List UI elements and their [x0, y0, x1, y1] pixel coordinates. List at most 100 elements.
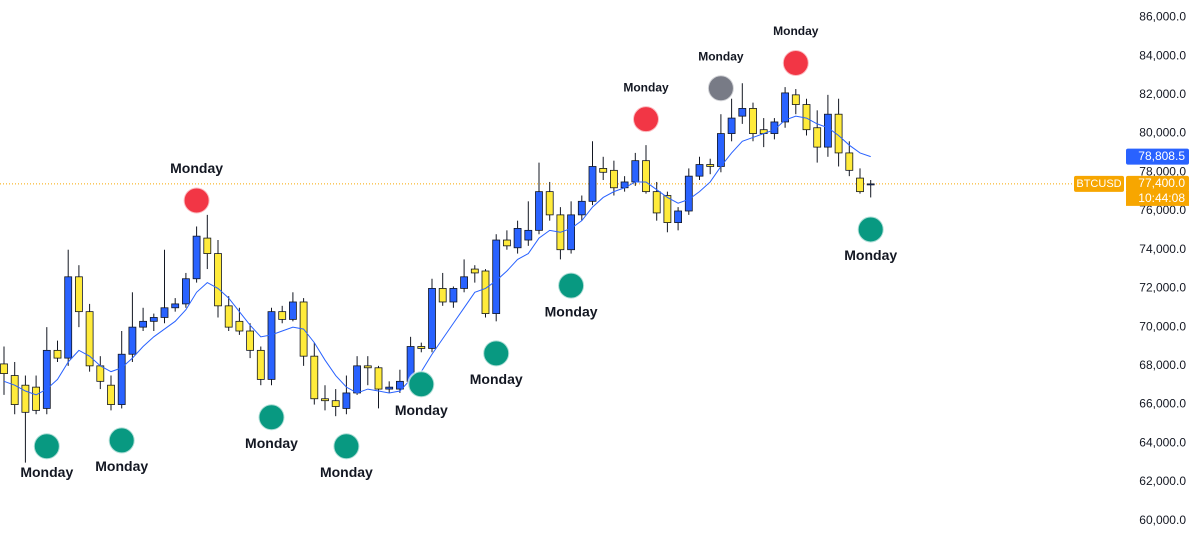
candle-body — [128, 326, 137, 355]
candle-body — [374, 367, 383, 390]
marker — [482, 339, 511, 368]
marker-label: Monday — [773, 24, 819, 38]
countdown-box — [1126, 190, 1189, 206]
candle-body — [246, 330, 255, 351]
marker — [632, 105, 660, 134]
y-tick-label: 86,000.0 — [1139, 10, 1186, 24]
candle-body — [770, 121, 779, 134]
candle-body — [449, 288, 458, 303]
candle-body — [577, 200, 586, 216]
marker-label: Monday — [395, 402, 448, 418]
candle-body — [631, 160, 640, 183]
candle-body — [599, 168, 608, 173]
candle-body — [117, 353, 126, 405]
candle-body — [791, 94, 800, 105]
marker-label: Monday — [170, 160, 223, 176]
candle-body — [203, 237, 212, 254]
marker-label: Monday — [844, 247, 897, 263]
candle-body — [214, 253, 222, 307]
marker — [706, 74, 735, 103]
candle-body — [610, 169, 618, 189]
marker — [182, 186, 211, 215]
candle-body — [64, 276, 73, 359]
candle-body — [470, 268, 479, 274]
candle-body — [781, 92, 789, 123]
y-tick-label: 68,000.0 — [1139, 358, 1186, 372]
marker — [32, 432, 61, 461]
candle-body — [738, 108, 747, 117]
marker — [407, 370, 436, 399]
candle-body — [224, 305, 233, 328]
candle-body — [107, 384, 115, 405]
marker-label: Monday — [470, 371, 523, 387]
candle-body — [181, 278, 190, 305]
countdown: 10:44:08 — [1138, 191, 1185, 205]
candle-body — [535, 191, 543, 231]
candle-body — [674, 210, 682, 224]
candle-body — [278, 311, 287, 320]
y-tick-label: 80,000.0 — [1139, 126, 1186, 140]
candle-body — [192, 235, 201, 280]
marker — [257, 403, 286, 432]
candle-body — [802, 104, 811, 131]
marker — [107, 426, 136, 455]
candle-body — [695, 164, 704, 177]
candle-body — [53, 349, 62, 359]
marker-label: Monday — [20, 464, 73, 480]
candle-body — [321, 398, 329, 402]
candle-body — [567, 214, 575, 251]
y-tick-label: 76,000.0 — [1139, 203, 1186, 217]
y-tick-label: 70,000.0 — [1139, 319, 1186, 333]
candle-body — [331, 400, 340, 407]
candle-body — [171, 303, 180, 309]
symbol: BTCUSD — [1076, 178, 1121, 190]
candle-body — [824, 113, 832, 148]
y-tick-label: 78,000.0 — [1139, 164, 1186, 178]
candle-body — [139, 320, 148, 328]
marker-label: Monday — [545, 303, 598, 319]
candle-body — [588, 166, 597, 202]
candle-body — [21, 384, 30, 413]
candle-body — [524, 229, 533, 241]
candle-body — [288, 301, 297, 320]
marker-label: Monday — [623, 80, 669, 94]
last-price-box — [1126, 175, 1189, 192]
marker-label: Monday — [245, 435, 298, 451]
candle-body — [310, 355, 319, 400]
candle-body — [652, 191, 661, 214]
candle-body — [256, 349, 265, 380]
marker-label: Monday — [320, 464, 373, 480]
y-tick-label: 62,000.0 — [1139, 474, 1186, 488]
y-tick-label: 82,000.0 — [1139, 87, 1186, 101]
candle-body — [866, 183, 875, 186]
y-tick-label: 60,000.0 — [1139, 513, 1186, 527]
candle-body — [856, 177, 864, 193]
candle-body — [75, 276, 83, 313]
marker — [332, 432, 361, 461]
candle-body — [42, 349, 51, 409]
candle-body — [10, 375, 19, 405]
candle-body — [460, 276, 469, 289]
candle-body — [96, 365, 105, 382]
candle-body — [385, 386, 394, 390]
candle-body — [706, 164, 715, 167]
ma-price-box — [1126, 148, 1189, 165]
candle-body — [417, 346, 426, 349]
candle-body — [160, 307, 169, 318]
marker-label: Monday — [698, 49, 744, 63]
moving-average — [3, 115, 871, 396]
marker — [781, 49, 810, 78]
candle-body — [502, 239, 511, 247]
y-tick-label: 64,000.0 — [1139, 435, 1186, 449]
marker-label: Monday — [95, 458, 148, 474]
candle-body — [428, 288, 436, 349]
candle-body — [267, 311, 276, 380]
candle-body — [149, 317, 158, 322]
symbol-box — [1074, 175, 1124, 192]
marker — [856, 215, 885, 244]
candle-body — [438, 288, 447, 303]
candle-body — [727, 117, 736, 134]
y-tick-label: 84,000.0 — [1139, 48, 1186, 62]
candle-body — [32, 386, 40, 411]
candle-body — [642, 160, 650, 193]
